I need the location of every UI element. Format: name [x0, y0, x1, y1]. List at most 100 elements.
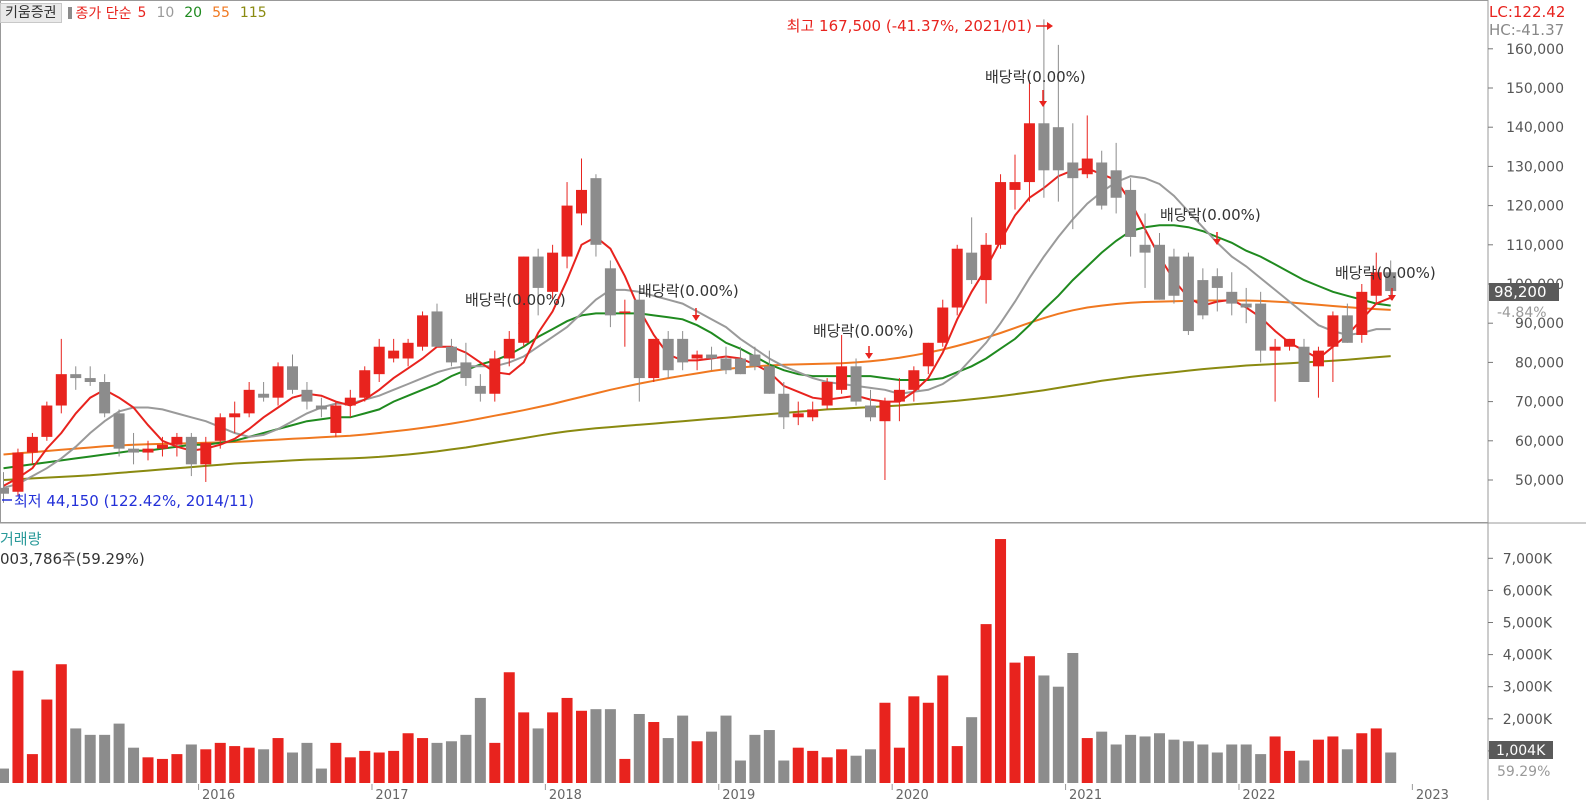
volume-bar — [879, 702, 891, 783]
candle-body — [792, 413, 804, 418]
volume-bar — [243, 747, 255, 783]
volume-bar — [966, 717, 978, 783]
x-axis-label: 2021 — [1069, 788, 1102, 800]
volume-bar — [850, 755, 862, 783]
volume-bar — [561, 697, 573, 783]
volume-bar — [200, 749, 212, 783]
candle-body — [489, 358, 501, 394]
ma55-legend[interactable]: 55 — [212, 5, 230, 21]
candle-body — [214, 417, 226, 441]
volume-bar — [691, 741, 703, 783]
volume-bar — [1211, 752, 1223, 783]
broker-label[interactable]: 키움증권 — [0, 3, 62, 23]
candle-body — [966, 252, 978, 281]
volume-bar — [1327, 736, 1339, 783]
volume-axis-label: 7,000K — [1503, 551, 1553, 567]
candle-body — [417, 315, 429, 347]
volume-bar — [749, 734, 761, 783]
candle-body — [1370, 272, 1382, 296]
volume-bar — [359, 750, 371, 783]
volume-bar — [1110, 744, 1122, 783]
volume-bar — [734, 760, 746, 783]
candle-body — [518, 256, 530, 343]
volume-title: 거래량 — [0, 530, 42, 548]
volume-bar — [1284, 750, 1296, 783]
volume-bar — [532, 728, 544, 783]
candle-body — [12, 452, 24, 492]
volume-bar — [633, 713, 645, 783]
volume-bar — [1240, 744, 1252, 783]
price-axis-label: 80,000 — [1515, 355, 1564, 371]
volume-bar — [229, 746, 241, 783]
volume-bar — [474, 697, 486, 783]
x-axis-label: 2018 — [549, 788, 582, 800]
candle-body — [532, 256, 544, 288]
volume-bar — [330, 742, 342, 783]
volume-bar — [1038, 675, 1050, 783]
volume-bar — [778, 760, 790, 783]
ma5-legend[interactable]: 5 — [137, 5, 147, 21]
x-axis-label: 2020 — [896, 788, 929, 800]
volume-bar — [677, 715, 689, 783]
ma10-legend[interactable]: 10 — [156, 5, 175, 21]
dividend-annotation: 배당락(0.00%) — [1335, 264, 1436, 282]
volume-bar — [417, 738, 429, 783]
volume-value: 003,786주(59.29%) — [0, 550, 145, 568]
volume-bar — [1269, 736, 1281, 783]
candle-body — [1023, 123, 1035, 183]
volume-bar — [792, 747, 804, 783]
dividend-arrow-head — [1213, 239, 1221, 245]
candle-body — [258, 393, 270, 398]
volume-bar — [1168, 739, 1180, 783]
price-type-label[interactable]: 종가 단순 — [75, 6, 132, 22]
candle-body — [865, 405, 876, 418]
candle-body — [734, 358, 746, 375]
candle-body — [604, 268, 616, 316]
volume-axis-label: 5,000K — [1503, 616, 1553, 632]
ma115-line — [3, 355, 1391, 481]
price-axis-label: 150,000 — [1506, 81, 1564, 97]
volume-bar — [373, 752, 385, 783]
current-volume-label: 1,004K — [1496, 743, 1546, 759]
candle-body — [1385, 272, 1397, 292]
legend-bar: 키움증권 종가 단순 5 10 20 55 115 — [0, 3, 277, 23]
volume-bar — [547, 712, 559, 783]
volume-bar — [1096, 731, 1108, 783]
current-volume-box — [1489, 741, 1553, 759]
price-axis-label: 130,000 — [1506, 159, 1564, 175]
ma20-legend[interactable]: 20 — [184, 5, 203, 21]
candle-body — [1168, 256, 1180, 296]
volume-bar — [1182, 741, 1194, 783]
candle-body — [1081, 158, 1093, 175]
volume-bar — [604, 709, 616, 783]
volume-bar — [807, 750, 819, 783]
volume-bar — [460, 734, 472, 783]
volume-bar — [84, 734, 96, 783]
candle-body — [402, 342, 414, 359]
candle-body — [142, 448, 154, 453]
volume-axis-label: 6,000K — [1503, 583, 1553, 599]
high-arrow-head — [1047, 22, 1053, 30]
volume-bar — [41, 699, 53, 783]
candle-body — [677, 338, 689, 363]
volume-bar — [185, 744, 197, 783]
candle-body — [937, 307, 949, 343]
high-annotation: 최고 167,500 (-41.37%, 2021/01) — [787, 17, 1032, 35]
candle-body — [229, 413, 241, 418]
candle-body — [706, 354, 718, 359]
candle-body — [460, 362, 472, 379]
candle-body — [1284, 338, 1296, 347]
dividend-annotation: 배당락(0.00%) — [465, 291, 566, 309]
volume-bar — [937, 675, 949, 783]
volume-bar — [908, 696, 920, 783]
candle-body — [691, 354, 703, 359]
candle-body — [1110, 170, 1122, 198]
candle-body — [1154, 244, 1165, 300]
candle-body — [1356, 291, 1368, 335]
candle-body — [547, 252, 559, 292]
ma115-legend[interactable]: 115 — [239, 5, 267, 21]
volume-bar — [995, 539, 1007, 783]
volume-bar — [648, 722, 660, 783]
volume-bar — [445, 741, 457, 783]
